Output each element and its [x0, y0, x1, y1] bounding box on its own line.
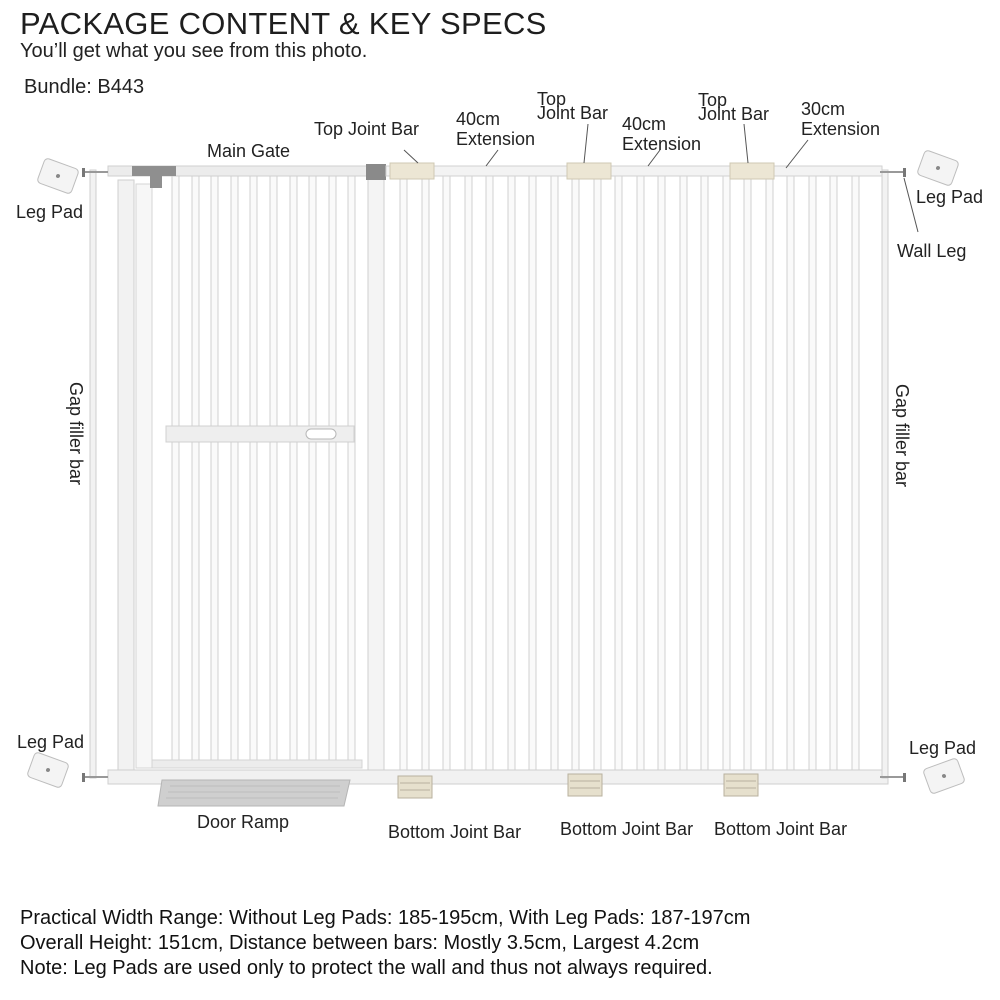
top-joint-bar-2 — [566, 162, 612, 180]
extension-bar — [485, 175, 494, 773]
extension-bar — [528, 175, 537, 773]
extension-bar — [636, 175, 645, 773]
gate-threshold — [151, 759, 363, 769]
bottom-joint-bar-2 — [567, 773, 603, 797]
extension-40-b-label-line2: Extension — [622, 134, 702, 154]
extension-bar — [765, 175, 774, 773]
leg-pad-top-right-icon — [917, 150, 959, 186]
bundle-label: Bundle: B443 — [24, 76, 145, 98]
door-ramp-label: Door Ramp — [197, 812, 290, 832]
gate-handle — [305, 428, 337, 440]
extension-30-label-line2: Extension — [801, 119, 881, 139]
wall-leg-label: Wall Leg — [897, 241, 967, 261]
extension-bar — [700, 175, 709, 773]
main-gate-bar — [249, 175, 258, 763]
door-ramp — [157, 779, 351, 807]
gate-cross-bar — [165, 425, 355, 443]
extension-bar — [550, 175, 559, 773]
spec-note: Note: Leg Pads are used only to protect … — [20, 957, 713, 979]
leg-pad-top-left-label: Leg Pad — [16, 202, 84, 222]
leg-pad-bottom-right-icon — [923, 758, 965, 794]
extension-40-a-label-line2: Extension — [456, 129, 536, 149]
extension-bar — [808, 175, 817, 773]
main-gate-bar — [269, 175, 278, 763]
bottom-joint-bar-3-label: Bottom Joint Bar — [714, 819, 848, 839]
main-gate-bar — [347, 175, 356, 763]
top-joint-bar-3-label-line1: Top — [698, 90, 728, 110]
main-gate-bar — [289, 175, 298, 763]
gate-latch-icon — [132, 166, 176, 188]
extension-bar — [571, 175, 580, 773]
main-gate-left-post — [117, 179, 135, 771]
extension-bar — [593, 175, 602, 773]
bottom-joint-bar-1-label: Bottom Joint Bar — [388, 822, 522, 842]
extension-bar — [851, 175, 860, 773]
subtitle: You’ll get what you see from this photo. — [20, 40, 368, 62]
gap-filler-left-label: Gap filler bar — [66, 382, 86, 486]
bottom-joint-bar-2-label: Bottom Joint Bar — [560, 819, 694, 839]
main-gate-bar — [171, 175, 180, 763]
main-gate-right-post — [367, 165, 385, 773]
main-gate-bar — [191, 175, 200, 763]
gate-bars — [171, 175, 860, 773]
top-joint-bar-3 — [729, 162, 775, 180]
extension-bar — [722, 175, 731, 773]
main-gate-bar — [210, 175, 219, 763]
top-joint-bar-label: Top Joint Bar — [314, 119, 420, 139]
wall-leg-top-left — [82, 168, 108, 177]
extension-40-a-label-line1: 40cm — [456, 109, 501, 129]
main-gate-bar — [308, 175, 317, 763]
main-gate-bar — [328, 175, 337, 763]
gap-filler-right-label: Gap filler bar — [892, 384, 912, 488]
extension-bar — [421, 175, 430, 773]
gap-filler-bar-left — [89, 169, 97, 779]
wall-leg-top-right — [880, 168, 906, 177]
gap-filler-bar-right — [881, 169, 889, 779]
leg-pad-bottom-left-icon — [27, 752, 69, 788]
extension-top-rail — [385, 165, 883, 177]
spec-height: Overall Height: 151cm, Distance between … — [20, 932, 700, 954]
gate-door-frame — [135, 183, 153, 769]
extension-bar — [786, 175, 795, 773]
page-title: PACKAGE CONTENT & KEY SPECS — [20, 6, 547, 41]
top-joint-bar-2-label-line2: Joint Bar — [537, 103, 609, 123]
top-joint-bar-3-label-line2: Joint Bar — [698, 104, 770, 124]
bottom-joint-bar-1 — [397, 775, 433, 799]
main-gate-label: Main Gate — [207, 141, 291, 161]
extension-bar — [442, 175, 451, 773]
extension-bar — [464, 175, 473, 773]
leg-pad-top-left-icon — [37, 158, 79, 194]
hinge-block — [366, 164, 386, 180]
wall-leg-bottom-right — [880, 773, 906, 782]
wall-leg-bottom-left — [82, 773, 108, 782]
top-joint-bar-2-label-line1: Top — [537, 89, 567, 109]
extension-40-b-label-line1: 40cm — [622, 114, 667, 134]
top-joint-bar-1 — [389, 162, 435, 180]
spec-width-range: Practical Width Range: Without Leg Pads:… — [20, 907, 751, 929]
main-gate-bar — [230, 175, 239, 763]
extension-bar — [657, 175, 666, 773]
leg-pad-bottom-left-label: Leg Pad — [17, 732, 85, 752]
extension-30-label-line1: 30cm — [801, 99, 846, 119]
extension-bar — [829, 175, 838, 773]
bottom-joint-bar-3 — [723, 773, 759, 797]
extension-bar — [679, 175, 688, 773]
leg-pad-top-right-label: Leg Pad — [916, 187, 984, 207]
pointer-lines — [403, 123, 919, 233]
leg-pad-bottom-right-label: Leg Pad — [909, 738, 977, 758]
extension-bar — [507, 175, 516, 773]
extension-bar — [743, 175, 752, 773]
extension-bar — [399, 175, 408, 773]
extension-bar — [614, 175, 623, 773]
